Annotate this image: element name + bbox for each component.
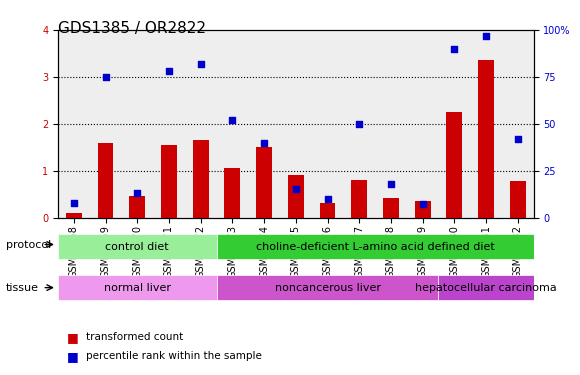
Bar xyxy=(320,203,335,217)
Point xyxy=(418,201,427,207)
Bar xyxy=(224,168,240,217)
Text: transformed count: transformed count xyxy=(86,333,183,342)
Bar xyxy=(383,198,399,217)
Text: hepatocellular carcinoma: hepatocellular carcinoma xyxy=(415,283,557,293)
Bar xyxy=(161,145,177,218)
FancyBboxPatch shape xyxy=(58,275,216,300)
Text: choline-deficient L-amino acid defined diet: choline-deficient L-amino acid defined d… xyxy=(256,242,494,252)
Point xyxy=(323,196,332,202)
Point xyxy=(69,200,78,206)
Text: GDS1385 / OR2822: GDS1385 / OR2822 xyxy=(58,21,206,36)
Point xyxy=(164,68,173,74)
Point xyxy=(291,186,300,192)
Text: percentile rank within the sample: percentile rank within the sample xyxy=(86,351,262,361)
Bar xyxy=(351,180,367,218)
Text: control diet: control diet xyxy=(106,242,169,252)
Bar xyxy=(510,181,525,218)
Point xyxy=(101,74,110,80)
Point xyxy=(133,190,142,196)
Bar xyxy=(288,176,304,217)
Point xyxy=(513,136,523,142)
FancyBboxPatch shape xyxy=(216,234,534,259)
Text: ■: ■ xyxy=(67,350,78,363)
FancyBboxPatch shape xyxy=(216,275,438,300)
Bar xyxy=(129,196,145,217)
Point xyxy=(259,140,269,146)
Text: ■: ■ xyxy=(67,331,78,344)
Point xyxy=(196,61,205,67)
Bar xyxy=(97,142,114,218)
Bar xyxy=(66,213,82,217)
Bar xyxy=(415,201,430,217)
Point xyxy=(481,33,491,39)
Point xyxy=(450,46,459,52)
Point xyxy=(354,121,364,127)
Bar xyxy=(256,147,272,218)
Point xyxy=(386,181,396,187)
Text: normal liver: normal liver xyxy=(104,283,171,293)
Text: noncancerous liver: noncancerous liver xyxy=(274,283,380,293)
Text: tissue: tissue xyxy=(6,283,39,292)
Bar xyxy=(193,140,209,218)
Text: protocol: protocol xyxy=(6,240,51,249)
Point xyxy=(228,117,237,123)
FancyBboxPatch shape xyxy=(58,234,216,259)
Bar xyxy=(478,60,494,217)
Bar xyxy=(447,112,462,218)
FancyBboxPatch shape xyxy=(438,275,534,300)
